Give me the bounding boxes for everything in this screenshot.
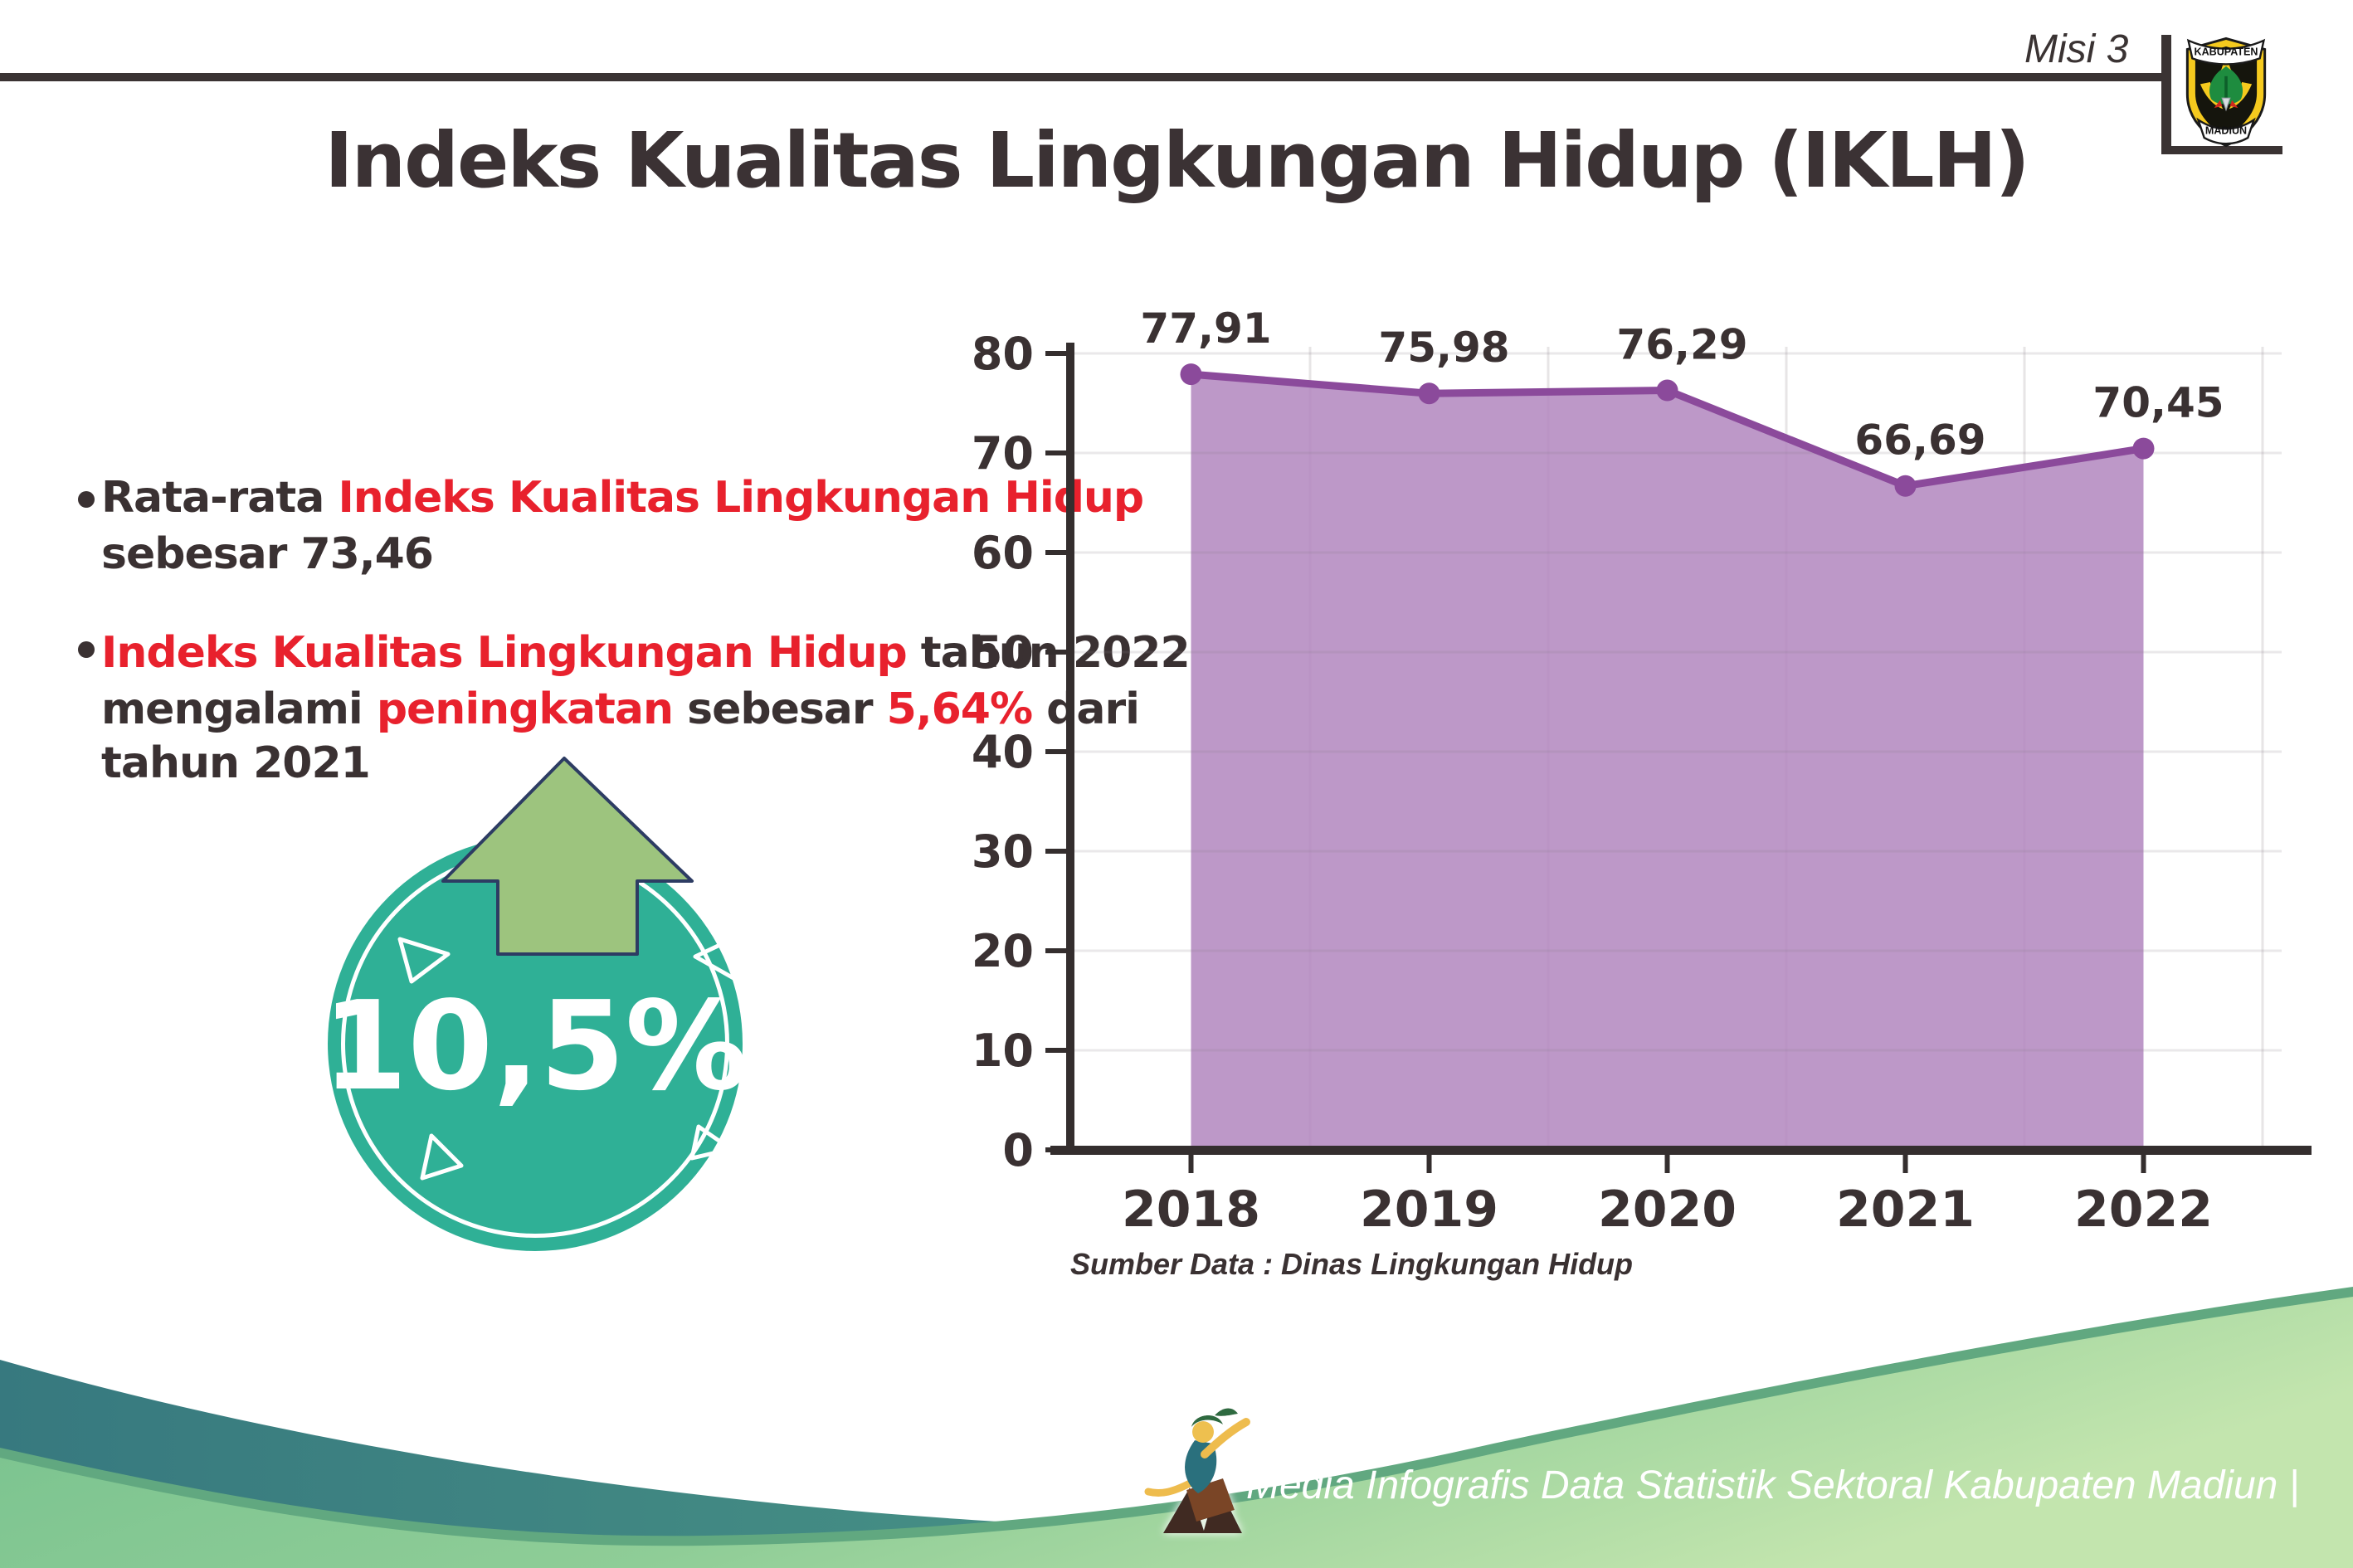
bullet-dot xyxy=(78,641,95,658)
y-axis-labels: 0 10 20 30 40 50 60 70 80 xyxy=(972,328,1034,1176)
footer-teal-wave xyxy=(0,1360,1701,1568)
bullet-text: tahun 2021 xyxy=(101,738,371,788)
data-point xyxy=(2132,437,2155,460)
increase-badge-value: 10,5% xyxy=(322,975,748,1118)
data-point xyxy=(1894,475,1917,497)
y-tick-label: 0 xyxy=(1002,1124,1034,1176)
footer-wave-graphic xyxy=(0,1287,2353,1568)
y-axis-line xyxy=(1066,343,1074,1154)
data-value-label: 70,45 xyxy=(2092,379,2224,427)
bullet-text-highlight: peningkatan xyxy=(376,684,674,734)
data-value-label: 66,69 xyxy=(1854,416,1985,465)
crest-banner-top-text: KABUPATEN xyxy=(2195,46,2258,58)
year-label: 2018 xyxy=(1122,1181,1260,1239)
logo-frame-vertical-bar xyxy=(2161,35,2171,154)
kabupaten-madiun-logo-icon: KABUPATEN MADIUN xyxy=(2185,37,2267,148)
footer-credit-text: Media Infografis Data Statistik Sektoral… xyxy=(1246,1463,2300,1507)
x-axis-line xyxy=(1050,1146,2312,1155)
dancer-mascot-icon xyxy=(1144,1408,1250,1533)
horizontal-gridlines xyxy=(1074,352,2282,1052)
bullet-text: dari xyxy=(1032,684,1140,734)
data-value-label: 75,98 xyxy=(1378,324,1509,372)
bullet-text-highlight: 5,64% xyxy=(886,684,1033,734)
bullet-text: Rata-rata xyxy=(101,473,339,523)
bullet-2-line-2: mengalami peningkatan sebesar 5,64% dari xyxy=(101,684,1140,734)
data-value-label: 77,91 xyxy=(1140,304,1271,353)
year-label: 2019 xyxy=(1360,1181,1498,1239)
year-label: 2021 xyxy=(1836,1181,1975,1239)
sparkle-triangle-icon xyxy=(397,937,451,984)
chart-source-note: Sumber Data : Dinas Lingkungan Hidup xyxy=(1070,1247,1634,1281)
bullet-dot xyxy=(78,491,95,508)
y-tick-label: 50 xyxy=(972,626,1034,679)
sparkle-triangle-icon xyxy=(693,933,743,981)
crest-red-right xyxy=(2229,100,2239,109)
bullet-text: sebesar 73,46 xyxy=(101,529,434,579)
crest-gunungan xyxy=(2221,97,2231,112)
x-axis-labels: 2018 2019 2020 2021 2022 xyxy=(1122,1181,2213,1239)
mission-label: Misi 3 xyxy=(2024,27,2129,71)
year-label: 2020 xyxy=(1598,1181,1737,1239)
bullet-2-line-3: tahun 2021 xyxy=(101,738,371,788)
y-tick-label: 80 xyxy=(972,328,1034,380)
footer-light-green-wave xyxy=(0,1297,2353,1568)
bullet-2-line-1: Indeks Kualitas Lingkungan Hidup tahun 2… xyxy=(101,628,1191,678)
data-point-markers xyxy=(1180,363,2155,497)
crest-banner-bottom-text: MADIUN xyxy=(2205,124,2247,136)
crest-banner-top xyxy=(2186,38,2266,66)
area-fill xyxy=(1191,374,2144,1149)
up-arrow-icon xyxy=(441,757,694,956)
y-tick-label: 10 xyxy=(972,1025,1034,1077)
data-value-label: 76,29 xyxy=(1616,321,1747,369)
badge-sparkle-triangles xyxy=(397,933,743,1181)
axis-ticks xyxy=(1045,351,2146,1173)
logo-frame-bottom-bar xyxy=(2161,146,2282,154)
year-label: 2022 xyxy=(2074,1181,2213,1239)
bullet-text-highlight: Indeks Kualitas Lingkungan Hidup xyxy=(338,473,1144,523)
sparkle-triangle-icon xyxy=(420,1133,464,1181)
y-tick-label: 40 xyxy=(972,726,1034,778)
y-tick-label: 60 xyxy=(972,527,1034,579)
crest-banner-bottom xyxy=(2196,117,2256,145)
bullet-text-highlight: Indeks Kualitas Lingkungan Hidup xyxy=(101,628,908,678)
page-title: Indeks Kualitas Lingkungan Hidup (IKLH) xyxy=(324,116,2029,205)
data-point xyxy=(1418,382,1440,405)
bullet-1-line-2: sebesar 73,46 xyxy=(101,529,434,579)
crest-red-left xyxy=(2214,100,2223,109)
bullet-1-line-1: Rata-rata Indeks Kualitas Lingkungan Hid… xyxy=(101,473,1144,523)
bullet-text: sebesar xyxy=(673,684,887,734)
header-rule xyxy=(0,73,2167,81)
data-value-labels: 77,91 75,98 76,29 66,69 70,45 xyxy=(1140,304,2224,465)
y-tick-label: 30 xyxy=(972,825,1034,878)
data-point xyxy=(1180,363,1202,386)
y-tick-label: 70 xyxy=(972,427,1034,480)
bullet-text: mengalami xyxy=(101,684,377,734)
data-point xyxy=(1656,379,1678,402)
sparkle-triangle-icon xyxy=(689,1124,733,1161)
y-tick-label: 20 xyxy=(972,925,1034,977)
